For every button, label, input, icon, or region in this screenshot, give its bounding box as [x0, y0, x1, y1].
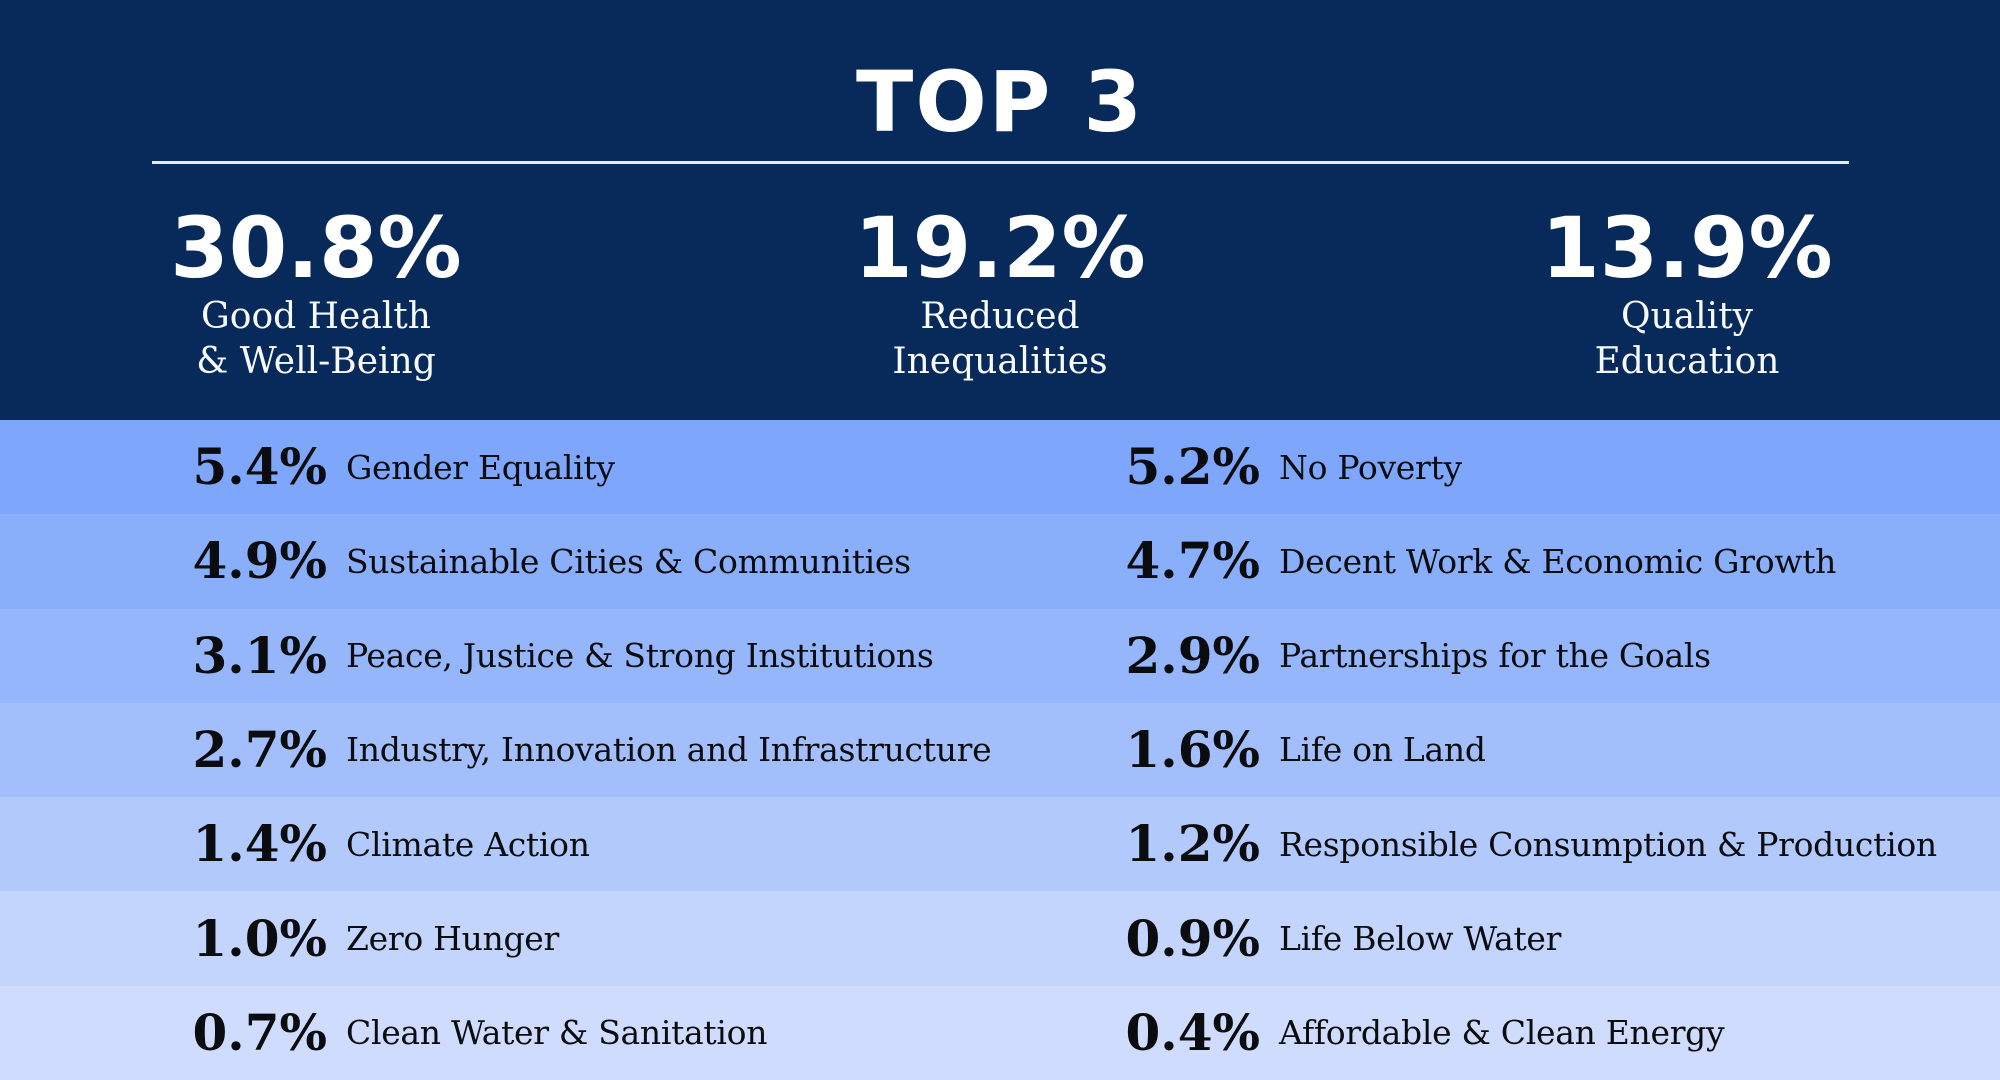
- row-cell-left: 1.0% Zero Hunger: [0, 908, 1000, 968]
- sdg-row: 1.0% Zero Hunger 0.9% Life Below Water: [0, 891, 2000, 986]
- sdg-percentage: 4.7%: [1125, 531, 1261, 591]
- sdg-row: 2.7% Industry, Innovation and Infrastruc…: [0, 702, 2000, 798]
- sdg-label: Sustainable Cities & Communities: [346, 541, 911, 581]
- sdg-percentage: 5.2%: [1125, 437, 1261, 497]
- row-cell-left: 0.7% Clean Water & Sanitation: [0, 1002, 1000, 1062]
- sdg-row: 1.4% Climate Action 1.2% Responsible Con…: [0, 797, 2000, 892]
- stat-label-line: Reduced: [920, 296, 1080, 337]
- sdg-percentage: 1.0%: [192, 908, 328, 968]
- stat-label: Good Health & Well-Being: [0, 294, 666, 384]
- sdg-percentage: 1.4%: [192, 814, 328, 874]
- sdg-label: No Poverty: [1279, 447, 1462, 487]
- stat-label: Reduced Inequalities: [650, 294, 1350, 384]
- sdg-label: Life Below Water: [1279, 919, 1562, 959]
- sdg-percentage: 1.6%: [1125, 719, 1261, 779]
- sdg-percentage: 4.9%: [192, 531, 328, 591]
- sdg-label: Affordable & Clean Energy: [1279, 1013, 1725, 1053]
- top3-stat-good-health: 30.8% Good Health & Well-Being: [0, 206, 666, 384]
- row-cell-right: 2.9% Partnerships for the Goals: [1000, 625, 2000, 685]
- sdg-percentage: 0.9%: [1125, 908, 1261, 968]
- sdg-label: Partnerships for the Goals: [1279, 636, 1711, 676]
- sdg-label: Industry, Innovation and Infrastructure: [346, 730, 992, 770]
- sdg-percentage: 0.7%: [192, 1002, 328, 1062]
- stat-label-line: Good Health: [201, 296, 431, 337]
- stat-label-line: Quality: [1621, 296, 1753, 337]
- sdg-percentage: 2.9%: [1125, 625, 1261, 685]
- sdg-ranking-list: 5.4% Gender Equality 5.2% No Poverty 4.9…: [0, 420, 2000, 1080]
- stat-percentage: 19.2%: [854, 199, 1146, 297]
- sdg-row: 0.7% Clean Water & Sanitation 0.4% Affor…: [0, 985, 2000, 1080]
- top3-stat-quality-education: 13.9% Quality Education: [1337, 206, 2000, 384]
- sdg-row: 3.1% Peace, Justice & Strong Institution…: [0, 608, 2000, 703]
- sdg-row: 5.4% Gender Equality 5.2% No Poverty: [0, 420, 2000, 515]
- sdg-label: Gender Equality: [346, 447, 615, 487]
- sdg-percentage: 3.1%: [192, 625, 328, 685]
- sdg-percentage: 1.2%: [1125, 814, 1261, 874]
- sdg-label: Clean Water & Sanitation: [346, 1013, 768, 1053]
- title-divider-line: [152, 161, 1849, 164]
- sdg-label: Climate Action: [346, 824, 590, 864]
- stat-percentage: 30.8%: [170, 199, 462, 297]
- sdg-label: Peace, Justice & Strong Institutions: [346, 636, 934, 676]
- page-title: TOP 3: [856, 53, 1144, 151]
- stat-percentage: 13.9%: [1541, 199, 1833, 297]
- row-cell-right: 4.7% Decent Work & Economic Growth: [1000, 536, 2000, 586]
- sdg-label: Decent Work & Economic Growth: [1279, 541, 1837, 581]
- sdg-row: 4.9% Sustainable Cities & Communities 4.…: [0, 514, 2000, 609]
- row-cell-right: 1.6% Life on Land: [1000, 719, 2000, 779]
- row-cell-right: 0.9% Life Below Water: [1000, 908, 2000, 968]
- stat-label-line: & Well-Being: [196, 341, 436, 382]
- row-cell-left: 5.4% Gender Equality: [0, 442, 1000, 492]
- sdg-percentage: 2.7%: [192, 719, 328, 779]
- row-cell-right: 5.2% No Poverty: [1000, 442, 2000, 492]
- row-cell-right: 0.4% Affordable & Clean Energy: [1000, 1002, 2000, 1062]
- sdg-percentage: 5.4%: [192, 437, 328, 497]
- row-cell-left: 4.9% Sustainable Cities & Communities: [0, 536, 1000, 586]
- row-cell-left: 3.1% Peace, Justice & Strong Institution…: [0, 625, 1000, 685]
- stat-label: Quality Education: [1337, 294, 2000, 384]
- stat-label-line: Inequalities: [892, 341, 1108, 382]
- sdg-percentage: 0.4%: [1125, 1002, 1261, 1062]
- stat-label-line: Education: [1594, 341, 1780, 382]
- sdg-label: Zero Hunger: [346, 919, 560, 959]
- sdg-label: Life on Land: [1279, 730, 1486, 770]
- top3-stat-reduced-inequalities: 19.2% Reduced Inequalities: [650, 206, 1350, 384]
- row-cell-right: 1.2% Responsible Consumption & Productio…: [1000, 819, 2000, 869]
- sdg-label: Responsible Consumption & Production: [1279, 824, 1937, 864]
- row-cell-left: 1.4% Climate Action: [0, 819, 1000, 869]
- row-cell-left: 2.7% Industry, Innovation and Infrastruc…: [0, 719, 1000, 779]
